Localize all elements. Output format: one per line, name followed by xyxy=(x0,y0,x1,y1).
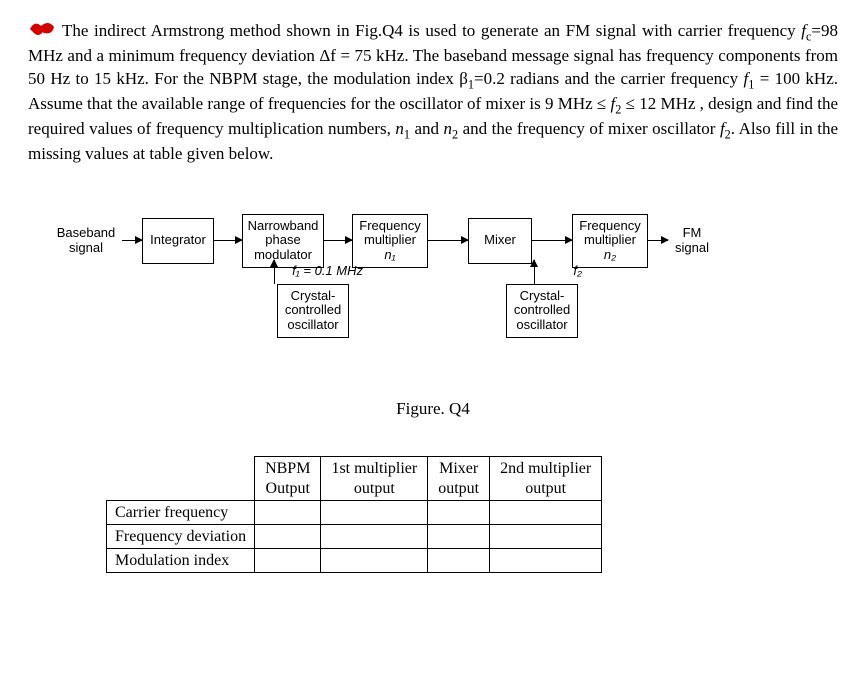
mult1-l1: Frequency xyxy=(359,219,420,234)
values-table: NBPM Output 1st multiplier output Mixer … xyxy=(106,456,602,573)
osc2-l2: controlled xyxy=(514,303,570,318)
table-header-row: NBPM Output 1st multiplier output Mixer … xyxy=(107,457,602,500)
mult2-l1: Frequency xyxy=(579,219,640,234)
cell xyxy=(321,500,428,524)
col-mult1: 1st multiplier output xyxy=(321,457,428,500)
col-nbpm-l2: Output xyxy=(265,479,310,498)
figure-caption: Figure. Q4 xyxy=(28,398,838,421)
osc1-stack: f₁ = 0.1 MHz Crystal- controlled oscilla… xyxy=(263,260,363,339)
output-label: FM signal xyxy=(668,226,716,256)
col-mult1-l2: output xyxy=(331,479,417,498)
col-mult2-l2: output xyxy=(500,479,591,498)
col-nbpm-l1: NBPM xyxy=(265,459,310,478)
sym-n2: n xyxy=(444,119,453,138)
arrow-icon xyxy=(122,240,142,241)
q-text-7: and the frequency of mixer oscillator xyxy=(458,119,720,138)
row-mod-index: Modulation index xyxy=(107,549,255,573)
osc1-l1: Crystal- xyxy=(291,289,336,304)
sym-n1: n xyxy=(395,119,404,138)
osc2-l3: oscillator xyxy=(516,318,567,333)
table-corner-blank xyxy=(107,457,255,500)
arrow-icon xyxy=(648,240,668,241)
nbpm-l1: Narrowband xyxy=(248,219,319,234)
up-arrow-icon xyxy=(274,260,275,284)
input-label-l2: signal xyxy=(50,241,122,256)
up-arrow-icon xyxy=(534,260,535,284)
armstrong-diagram: Baseband signal Integrator Narrowband ph… xyxy=(50,214,838,354)
cell xyxy=(321,549,428,573)
col-mixer-l2: output xyxy=(438,479,479,498)
mixer-text: Mixer xyxy=(484,233,516,248)
osc1-l2: controlled xyxy=(285,303,341,318)
mult2-sub: n₂ xyxy=(604,248,616,263)
mult1-l2: multiplier xyxy=(364,233,416,248)
col-mixer: Mixer output xyxy=(428,457,490,500)
osc1-l3: oscillator xyxy=(287,318,338,333)
osc2-stack: f₂ Crystal- controlled oscillator xyxy=(502,260,582,339)
cell xyxy=(490,525,602,549)
nbpm-l2: phase xyxy=(265,233,300,248)
osc1-box: Crystal- controlled oscillator xyxy=(277,284,349,339)
col-nbpm: NBPM Output xyxy=(255,457,321,500)
question-paragraph: The indirect Armstrong method shown in F… xyxy=(28,20,838,166)
cell xyxy=(490,549,602,573)
cell xyxy=(428,549,490,573)
osc2-box: Crystal- controlled oscillator xyxy=(506,284,578,339)
input-label: Baseband signal xyxy=(50,226,122,256)
output-label-l2: signal xyxy=(668,241,716,256)
cell xyxy=(490,500,602,524)
arrow-icon xyxy=(324,240,352,241)
mult1-box: Frequency multiplier n₁ xyxy=(352,214,428,269)
col-mult2: 2nd multiplier output xyxy=(490,457,602,500)
question-indicator-icon xyxy=(28,21,56,44)
arrow-icon xyxy=(214,240,242,241)
mixer-box: Mixer xyxy=(468,218,532,264)
cell xyxy=(428,500,490,524)
cell xyxy=(255,525,321,549)
q-text-1: The indirect Armstrong method shown in F… xyxy=(62,21,801,40)
col-mult1-l1: 1st multiplier xyxy=(331,459,417,478)
cell xyxy=(428,525,490,549)
q-text-6: and xyxy=(410,119,444,138)
arrow-icon xyxy=(532,240,572,241)
row-freq-dev: Frequency deviation xyxy=(107,525,255,549)
cell xyxy=(321,525,428,549)
row-carrier-freq: Carrier frequency xyxy=(107,500,255,524)
f2-label: f₂ xyxy=(573,262,582,280)
col-mult2-l1: 2nd multiplier xyxy=(500,459,591,478)
table-row: Modulation index xyxy=(107,549,602,573)
output-label-l1: FM xyxy=(668,226,716,241)
q-text-3: =0.2 radians and the carrier frequency xyxy=(474,69,744,88)
mult1-sub: n₁ xyxy=(384,248,395,263)
cell xyxy=(255,549,321,573)
osc2-l1: Crystal- xyxy=(520,289,565,304)
col-mixer-l1: Mixer xyxy=(438,459,479,478)
f1-label: f₁ = 0.1 MHz xyxy=(292,262,363,280)
table-row: Frequency deviation xyxy=(107,525,602,549)
diagram-top-row: Baseband signal Integrator Narrowband ph… xyxy=(50,214,838,269)
input-label-l1: Baseband xyxy=(50,226,122,241)
integrator-text: Integrator xyxy=(150,233,206,248)
cell xyxy=(255,500,321,524)
mult2-box: Frequency multiplier n₂ xyxy=(572,214,648,269)
integrator-box: Integrator xyxy=(142,218,214,264)
table-row: Carrier frequency xyxy=(107,500,602,524)
arrow-icon xyxy=(428,240,468,241)
mult2-l2: multiplier xyxy=(584,233,636,248)
